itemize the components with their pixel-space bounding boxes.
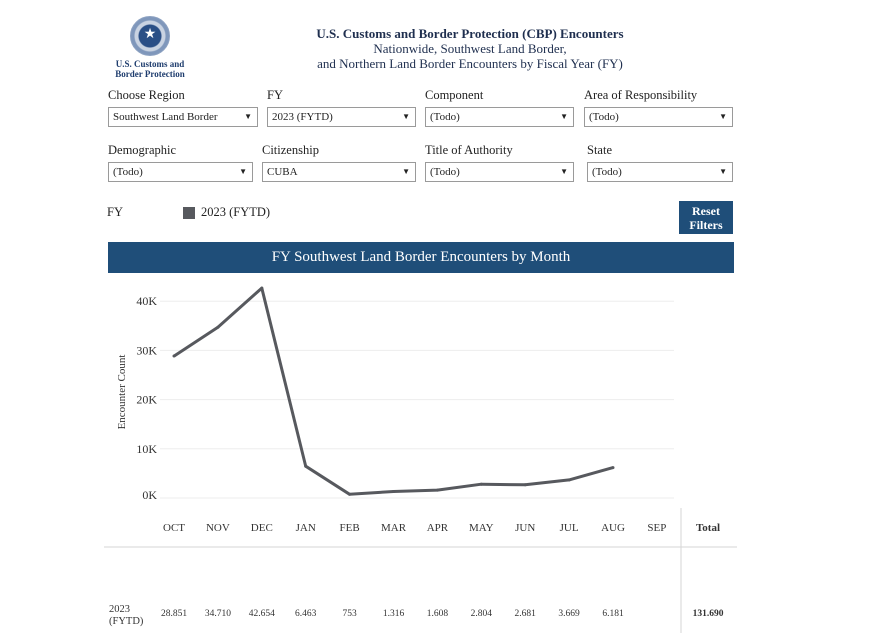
total-header: Total — [696, 522, 720, 534]
data-point — [260, 286, 264, 290]
title-of-authority-select[interactable]: (Todo) ▼ — [425, 162, 574, 182]
table-cell: 1.316 — [383, 609, 405, 619]
component-select[interactable]: (Todo) ▼ — [425, 107, 574, 127]
y-tick-label: 10K — [136, 442, 157, 456]
table-cell: 28.851 — [161, 609, 187, 619]
table-cell: 753 — [342, 609, 357, 619]
data-point — [435, 488, 439, 492]
area-of-responsibility-select[interactable]: (Todo) ▼ — [584, 107, 733, 127]
x-tick-label: DEC — [251, 522, 273, 534]
x-tick-label: AUG — [601, 522, 625, 534]
page-title: U.S. Customs and Border Protection (CBP)… — [260, 26, 680, 71]
legend-swatch — [183, 206, 195, 219]
x-tick-label: JAN — [296, 522, 316, 534]
table-cell: 3.669 — [558, 609, 580, 619]
reset-filters-button[interactable]: Reset Filters — [679, 201, 733, 234]
title-line-3: and Northern Land Border Encounters by F… — [317, 56, 623, 71]
state-select[interactable]: (Todo) ▼ — [587, 162, 733, 182]
filter-choose-region: Choose Region Southwest Land Border ▼ — [108, 88, 258, 127]
data-point — [479, 482, 483, 486]
dropdown-arrow-icon: ▼ — [719, 167, 727, 176]
data-point — [567, 478, 571, 482]
table-cell: 6.463 — [295, 609, 317, 619]
data-point — [348, 492, 352, 496]
dropdown-arrow-icon: ▼ — [560, 167, 568, 176]
dropdown-arrow-icon: ▼ — [244, 112, 252, 121]
choose-region-select[interactable]: Southwest Land Border ▼ — [108, 107, 258, 127]
x-tick-label: APR — [427, 522, 449, 534]
table-cell: 1.608 — [427, 609, 449, 619]
filter-state: State (Todo) ▼ — [587, 143, 733, 182]
table-cell: 42.654 — [249, 609, 275, 619]
x-tick-label: FEB — [340, 522, 360, 534]
cbp-logo: ★ U.S. Customs and Border Protection — [112, 16, 188, 79]
table-cell: 34.710 — [205, 609, 231, 619]
y-tick-label: 20K — [136, 393, 157, 407]
citizenship-select[interactable]: CUBA ▼ — [262, 162, 416, 182]
filter-area-of-responsibility: Area of Responsibility (Todo) ▼ — [584, 88, 733, 127]
filter-citizenship: Citizenship CUBA ▼ — [262, 143, 416, 182]
cbp-seal-icon: ★ — [130, 16, 170, 56]
data-point — [172, 354, 176, 358]
table-cell: 2.804 — [471, 609, 493, 619]
y-tick-label: 0K — [142, 488, 157, 502]
demographic-select[interactable]: (Todo) ▼ — [108, 162, 253, 182]
title-line-1: U.S. Customs and Border Protection (CBP)… — [316, 26, 624, 41]
legend-item-label: 2023 (FYTD) — [201, 205, 271, 219]
x-tick-label: JUN — [515, 522, 535, 534]
dropdown-arrow-icon: ▼ — [719, 112, 727, 121]
filter-demographic: Demographic (Todo) ▼ — [108, 143, 253, 182]
chart-title-banner: FY Southwest Land Border Encounters by M… — [108, 242, 734, 273]
series-line — [173, 286, 614, 496]
table-row-label-year: 2023 — [109, 604, 130, 615]
table-cell: 6.181 — [602, 609, 624, 619]
data-point — [392, 490, 395, 494]
data-point — [611, 466, 615, 470]
chart-legend[interactable]: 2023 (FYTD) — [183, 205, 270, 220]
data-point — [523, 483, 527, 487]
data-point — [216, 325, 220, 329]
title-line-2: Nationwide, Southwest Land Border, — [373, 41, 567, 56]
legend-title: FY — [107, 205, 123, 219]
filter-title-of-authority: Title of Authority (Todo) ▼ — [425, 143, 574, 182]
y-tick-label: 30K — [136, 343, 157, 357]
table-total: 131.690 — [693, 609, 724, 619]
table-row-label-period: (FYTD) — [109, 616, 144, 627]
dropdown-arrow-icon: ▼ — [560, 112, 568, 121]
filter-component: Component (Todo) ▼ — [425, 88, 574, 127]
dropdown-arrow-icon: ▼ — [239, 167, 247, 176]
x-tick-label: NOV — [206, 522, 230, 534]
x-tick-label: SEP — [647, 522, 666, 534]
x-tick-label: OCT — [163, 522, 185, 534]
dropdown-arrow-icon: ▼ — [402, 112, 410, 121]
y-tick-label: 40K — [136, 294, 157, 308]
logo-text: U.S. Customs and Border Protection — [115, 59, 185, 79]
dropdown-arrow-icon: ▼ — [402, 167, 410, 176]
x-tick-label: MAY — [469, 522, 494, 534]
fy-select[interactable]: 2023 (FYTD) ▼ — [267, 107, 416, 127]
y-axis-label: Encounter Count — [116, 355, 128, 430]
x-tick-label: MAR — [381, 522, 407, 534]
table-cell: 2.681 — [515, 609, 537, 619]
filter-fy: FY 2023 (FYTD) ▼ — [267, 88, 416, 127]
data-point — [304, 464, 308, 468]
x-tick-label: JUL — [560, 522, 579, 534]
